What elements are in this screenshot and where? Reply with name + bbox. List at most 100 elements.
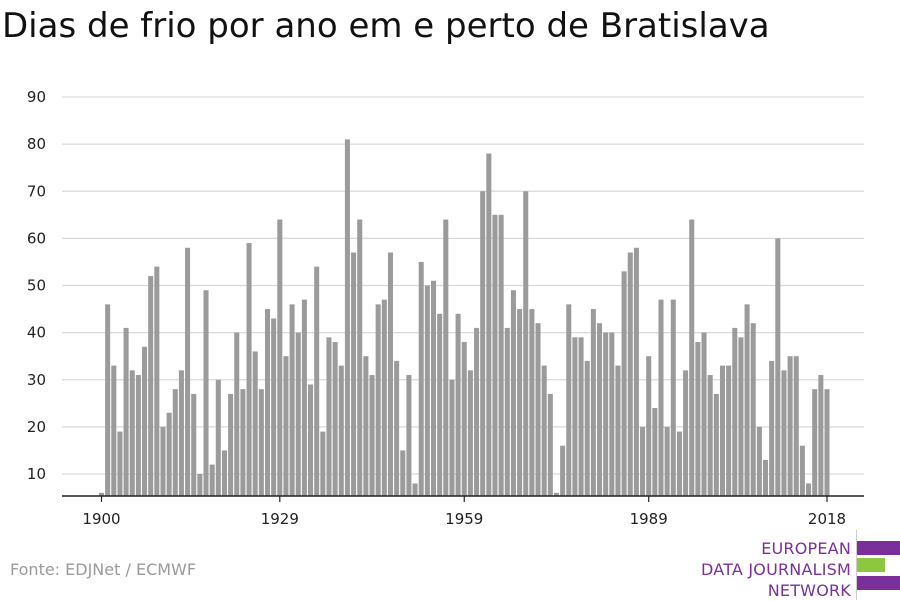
bar bbox=[154, 266, 160, 496]
bar bbox=[553, 492, 559, 496]
bar bbox=[744, 304, 750, 496]
bar bbox=[732, 327, 738, 496]
bar bbox=[375, 304, 381, 496]
bar bbox=[197, 474, 203, 496]
bar bbox=[627, 252, 633, 496]
bar bbox=[670, 299, 676, 496]
bar bbox=[541, 365, 547, 496]
bar bbox=[129, 370, 135, 496]
bar bbox=[191, 393, 197, 496]
bar bbox=[228, 393, 234, 496]
bar bbox=[529, 309, 535, 496]
bar bbox=[467, 370, 473, 496]
bar bbox=[781, 370, 787, 496]
bar bbox=[443, 219, 449, 496]
bar bbox=[320, 431, 326, 496]
bar bbox=[590, 309, 596, 496]
bar bbox=[295, 332, 301, 496]
bar bbox=[357, 219, 363, 496]
bar bbox=[418, 261, 424, 496]
logo-bar-purple-top bbox=[857, 541, 900, 555]
bar bbox=[363, 356, 369, 496]
y-tick-label: 20 bbox=[27, 418, 46, 436]
logo-divider bbox=[856, 530, 857, 600]
bar bbox=[105, 304, 111, 496]
bar bbox=[664, 426, 670, 496]
x-tick-label: 1959 bbox=[445, 510, 483, 528]
y-tick-label: 60 bbox=[27, 229, 46, 247]
bar bbox=[769, 360, 775, 496]
logo-line-1: EUROPEAN bbox=[761, 539, 851, 558]
bar bbox=[283, 356, 289, 496]
bar bbox=[400, 450, 406, 496]
bar bbox=[430, 280, 437, 496]
bar bbox=[455, 313, 461, 496]
bar bbox=[738, 337, 744, 496]
bar bbox=[289, 304, 295, 496]
bar bbox=[689, 219, 695, 496]
bar bbox=[633, 247, 639, 496]
bar bbox=[584, 360, 590, 496]
y-tick-label: 80 bbox=[27, 135, 46, 153]
bar bbox=[523, 191, 529, 496]
logo-line-3: NETWORK bbox=[767, 581, 851, 600]
bar bbox=[695, 342, 701, 496]
bar bbox=[787, 356, 793, 496]
bar bbox=[277, 219, 283, 496]
bar bbox=[578, 337, 584, 496]
bar bbox=[234, 332, 240, 496]
bar bbox=[492, 214, 498, 496]
bar bbox=[301, 299, 307, 496]
bar bbox=[160, 426, 166, 496]
bar bbox=[117, 431, 123, 496]
bar bbox=[793, 356, 799, 496]
bar bbox=[474, 327, 480, 496]
bar bbox=[707, 375, 713, 496]
bar bbox=[437, 313, 443, 496]
bar bbox=[756, 426, 762, 496]
x-tick-label: 1989 bbox=[630, 510, 668, 528]
bar bbox=[135, 375, 141, 496]
bar bbox=[701, 332, 707, 496]
bar bbox=[344, 139, 350, 496]
bar bbox=[258, 389, 264, 496]
bar bbox=[148, 276, 154, 496]
bar bbox=[271, 318, 277, 496]
bar bbox=[221, 450, 227, 496]
bar bbox=[762, 459, 769, 496]
bar bbox=[215, 379, 221, 496]
bar bbox=[719, 365, 725, 496]
y-tick-label: 70 bbox=[27, 182, 46, 200]
bar bbox=[369, 375, 375, 496]
bar bbox=[683, 370, 689, 496]
bar bbox=[658, 299, 664, 496]
bar bbox=[640, 426, 646, 496]
y-tick-label: 50 bbox=[27, 277, 46, 295]
bar bbox=[98, 492, 105, 496]
bar bbox=[615, 365, 621, 496]
bar bbox=[560, 445, 566, 496]
y-axis-ticks: 10 20 30 40 50 60 70 80 90 bbox=[27, 88, 46, 483]
bar bbox=[111, 365, 117, 496]
bar bbox=[308, 384, 314, 496]
bar bbox=[461, 342, 467, 496]
x-tick-label: 1900 bbox=[82, 510, 120, 528]
bar bbox=[775, 238, 781, 496]
edjnet-logo[interactable]: EUROPEAN DATA JOURNALISM NETWORK bbox=[701, 538, 851, 601]
bar bbox=[713, 393, 719, 496]
bar bbox=[824, 389, 830, 496]
bar bbox=[812, 389, 818, 496]
bar bbox=[166, 412, 172, 496]
bar bbox=[652, 408, 658, 496]
y-tick-label: 30 bbox=[27, 371, 46, 389]
bar bbox=[338, 365, 344, 496]
bar bbox=[726, 365, 732, 496]
bar bbox=[806, 483, 812, 496]
bar bbox=[252, 351, 258, 496]
bar bbox=[394, 360, 400, 496]
bar bbox=[142, 346, 148, 496]
y-tick-label: 90 bbox=[27, 88, 46, 106]
bar bbox=[504, 327, 510, 496]
bar bbox=[412, 483, 418, 496]
bar bbox=[449, 379, 455, 496]
